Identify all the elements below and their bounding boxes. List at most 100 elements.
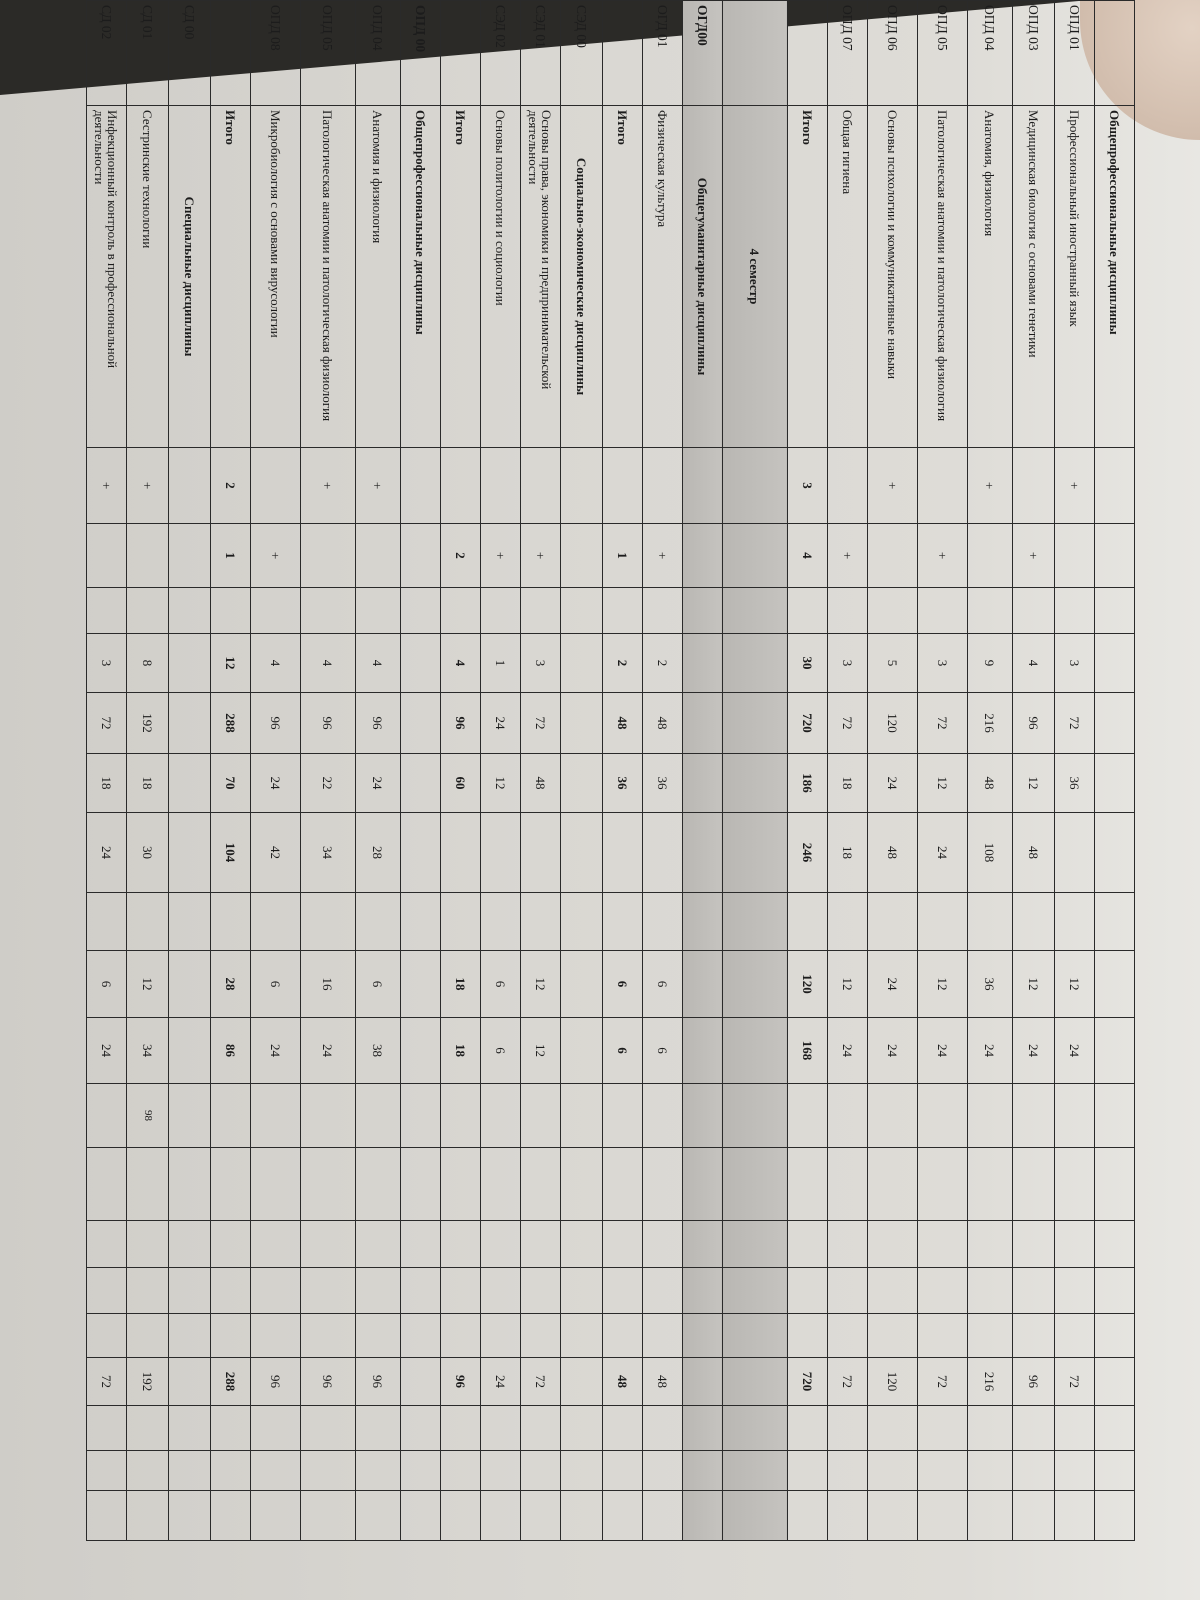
value-cell [917,1405,968,1451]
value-cell [560,633,603,693]
value-cell [560,1220,603,1268]
value-cell: 96 [1012,692,1055,754]
value-cell [355,1220,401,1268]
value-cell: 96 [355,692,401,754]
value-cell: 6 [642,1017,683,1084]
row-code: ОПД 08 [250,0,301,106]
row-code [210,0,251,106]
value-cell [967,587,1013,634]
value-cell: 3 [827,633,868,693]
value-cell [642,1490,683,1541]
value-cell: 72 [1054,692,1095,754]
total-hours-cell [1094,1357,1135,1406]
value-cell [967,1490,1013,1541]
value-cell [480,812,521,893]
value-cell [355,1490,401,1541]
row-code: СД 01 [126,0,169,106]
value-cell [1094,753,1135,813]
value-cell [602,1083,643,1148]
value-cell [168,1450,211,1491]
total-hours-cell: 96 [440,1357,481,1406]
value-cell [400,1405,441,1451]
value-cell: 1 [480,633,521,693]
value-cell [602,892,643,951]
value-cell: + [967,447,1013,524]
value-cell [1054,1147,1095,1221]
value-cell [1012,1267,1055,1314]
value-cell [1094,812,1135,893]
total-hours-cell: 96 [1012,1357,1055,1406]
table-row: СД 01 Сестринские технологии +8 192 18 30 12 34… [126,0,169,1541]
value-cell [126,1490,169,1541]
value-cell [827,1220,868,1268]
total-hours-cell: 720 [787,1357,828,1406]
value-cell [480,1313,521,1358]
row-discipline-name: Общая гигиена [827,105,868,448]
value-cell [300,1490,356,1541]
value-cell: 72 [917,692,968,754]
value-cell [722,1220,788,1268]
value-cell [722,1313,788,1358]
value-cell [480,1083,521,1148]
value-cell [1094,1220,1135,1268]
value-cell [722,892,788,951]
value-cell [787,1220,828,1268]
value-cell [1094,1267,1135,1314]
value-cell [642,892,683,951]
value-cell [917,1267,968,1314]
value-cell [787,587,828,634]
value-cell [1012,587,1055,634]
value-cell [440,892,481,951]
value-cell: 24 [86,1017,127,1084]
value-cell [827,1450,868,1491]
value-cell [300,1450,356,1491]
value-cell [400,1147,441,1221]
value-cell: 24 [300,1017,356,1084]
value-cell [602,1220,643,1268]
value-cell [560,523,603,588]
value-cell [400,950,441,1018]
value-cell [827,587,868,634]
row-code [787,0,828,106]
value-cell [250,587,301,634]
value-cell: 72 [520,692,561,754]
section-row: ОГД00 Общегуманитарные дисциплины [682,0,723,1541]
table-row: ОГД 01 Физическая культура +2 48 36 6 6 48 [642,0,683,1541]
value-cell [355,1083,401,1148]
value-cell [1054,523,1095,588]
value-cell [1012,1490,1055,1541]
value-cell: 120 [867,692,918,754]
value-cell [300,892,356,951]
total-row: Итого 3 4 30 720 186 246 120 168 720 [787,0,828,1541]
row-code: СД 02 [86,0,127,106]
row-discipline-name: Анатомия, физиология [967,105,1013,448]
value-cell [300,1147,356,1221]
total-hours-cell: 72 [917,1357,968,1406]
value-cell: 24 [827,1017,868,1084]
value-cell [827,892,868,951]
value-cell [300,1267,356,1314]
row-code: ОПД 01 [1054,0,1095,106]
value-cell [1012,1313,1055,1358]
value-cell [1012,1220,1055,1268]
total-row: Итого 2 4 96 60 18 18 96 [440,0,481,1541]
row-discipline-name: Специальные дисциплины [168,105,211,448]
value-cell [560,1083,603,1148]
value-cell [300,523,356,588]
row-discipline-name: Основы политологии и социологии [480,105,521,448]
value-cell [440,1450,481,1491]
value-cell: 72 [827,692,868,754]
value-cell [440,1220,481,1268]
value-cell [86,1220,127,1268]
value-cell [827,1405,868,1451]
total-hours-cell: 96 [250,1357,301,1406]
value-cell: 6 [250,950,301,1018]
value-cell [787,1490,828,1541]
total-hours-cell [682,1357,723,1406]
value-cell [480,1220,521,1268]
value-cell [917,1313,968,1358]
value-cell: 24 [250,753,301,813]
value-cell [722,1490,788,1541]
value-cell [560,753,603,813]
value-cell [86,1147,127,1221]
